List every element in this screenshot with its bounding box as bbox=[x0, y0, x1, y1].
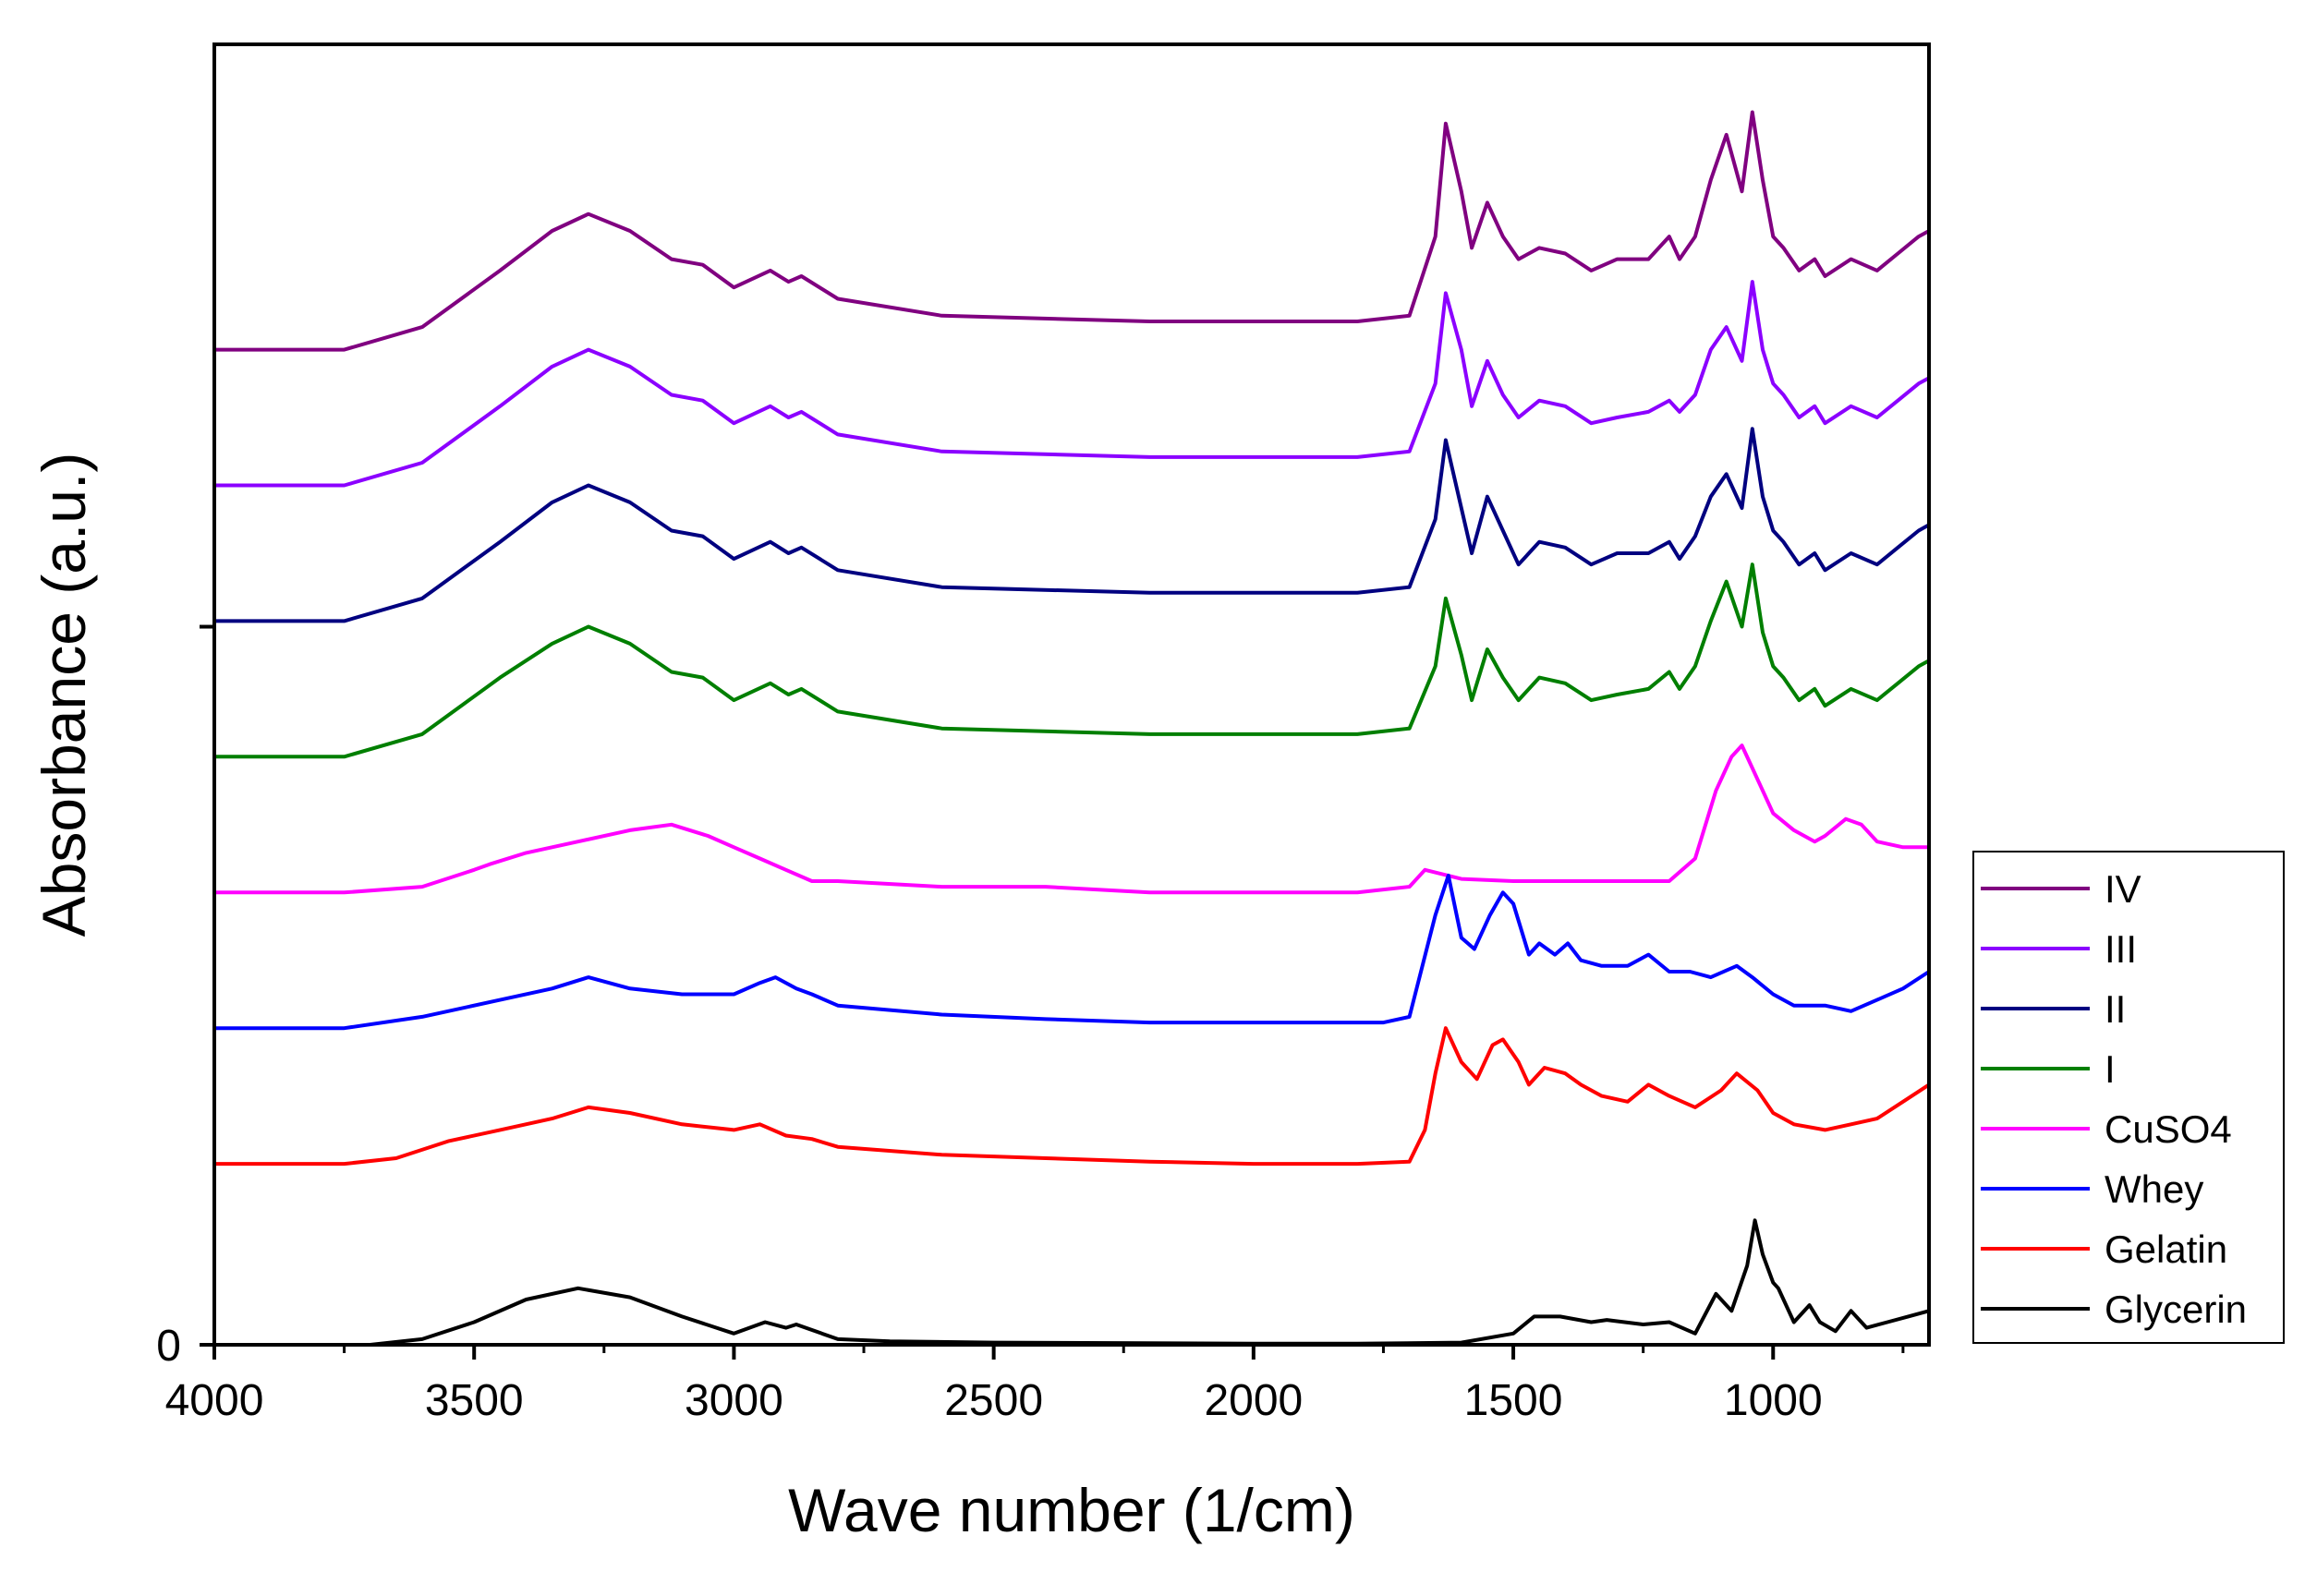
x-tick-label-2000: 2000 bbox=[1204, 1376, 1303, 1425]
y-axis-title: Absorbance (a.u.) bbox=[30, 453, 98, 937]
series-line-iv bbox=[214, 110, 1930, 352]
legend-label-glycerin: Glycerin bbox=[2105, 1288, 2247, 1331]
x-axis-title: Wave number (1/cm) bbox=[788, 1476, 1355, 1544]
legend-label-whey: Whey bbox=[2105, 1167, 2203, 1211]
legend-label-iv: IV bbox=[2105, 867, 2141, 911]
legend-label-i: I bbox=[2105, 1047, 2116, 1091]
legend-label-ii: II bbox=[2105, 987, 2126, 1031]
legend-label-gelatin: Gelatin bbox=[2105, 1227, 2227, 1271]
y-tick-label-0: 0 bbox=[156, 1322, 181, 1371]
x-tick-label-3000: 3000 bbox=[685, 1376, 783, 1425]
series-layer bbox=[214, 110, 1931, 1347]
series-line-whey bbox=[214, 873, 1931, 1031]
x-tick-label-4000: 4000 bbox=[165, 1376, 264, 1425]
series-line-cuso4 bbox=[214, 744, 1929, 895]
x-tick-label-2500: 2500 bbox=[944, 1376, 1043, 1425]
x-tick-label-1000: 1000 bbox=[1724, 1376, 1823, 1425]
legend-box bbox=[1972, 851, 2285, 1344]
plot-frame bbox=[212, 42, 1931, 1347]
series-line-i bbox=[214, 562, 1930, 759]
x-tick-label-3500: 3500 bbox=[425, 1376, 524, 1425]
series-line-iii bbox=[214, 280, 1930, 488]
series-line-gelatin bbox=[214, 1026, 1931, 1167]
series-line-ii bbox=[214, 427, 1930, 623]
series-line-glycerin bbox=[214, 1218, 1930, 1347]
legend-label-cuso4: CuSO4 bbox=[2105, 1107, 2232, 1151]
legend-label-iii: III bbox=[2105, 927, 2137, 971]
axis-layer: 4000 3500 3000 2500 2000 1500 1000 0 bbox=[156, 624, 1905, 1425]
x-tick-label-1500: 1500 bbox=[1464, 1376, 1563, 1425]
